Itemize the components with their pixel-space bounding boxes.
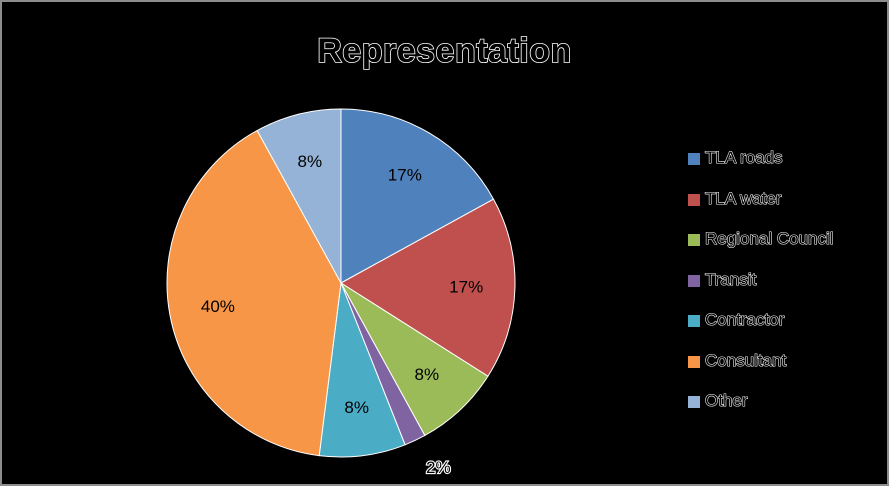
data-label-transit: 2%: [426, 458, 451, 477]
legend-swatch-regional-council: [688, 234, 700, 246]
data-label-other: 8%: [298, 152, 323, 171]
legend-label-consultant: Consultant: [704, 350, 787, 370]
data-label-tla-roads: 17%: [388, 166, 422, 185]
legend-swatch-contractor: [688, 315, 700, 327]
pie-slice-tla-roads: [340, 108, 495, 284]
legend-item-regional-council: Regional Council: [688, 228, 834, 270]
data-label-consultant: 40%: [201, 297, 235, 316]
data-label-tla-water: 17%: [449, 277, 483, 296]
legend-label-tla-roads: TLA roads: [704, 147, 783, 167]
legend-swatch-consultant: [688, 355, 700, 368]
legend-label-other: Other: [704, 390, 748, 410]
legend-item-contractor: Contractor: [688, 309, 834, 351]
pie-slice-tla-water: [340, 198, 516, 377]
pie-slice-other: [256, 108, 342, 284]
legend-swatch-other: [688, 396, 700, 408]
data-label-contractor: 8%: [344, 398, 369, 417]
legend-item-tla-roads: TLA roads: [688, 147, 834, 189]
legend-label-contractor: Contractor: [704, 309, 785, 329]
legend-label-regional-council: Regional Council: [704, 228, 834, 248]
legend-item-other: Other: [688, 390, 834, 432]
legend-swatch-tla-roads: [688, 153, 700, 165]
legend-swatch-tla-water: [688, 193, 700, 206]
legend-label-tla-water: TLA water: [704, 188, 782, 208]
chart-title: Representation: [316, 31, 572, 71]
legend-item-transit: Transit: [688, 269, 834, 311]
legend: TLA roads TLA water Regional Council Tra…: [688, 147, 834, 432]
legend-item-consultant: Consultant: [688, 350, 834, 392]
legend-item-tla-water: TLA water: [688, 188, 834, 230]
legend-swatch-transit: [688, 274, 700, 287]
legend-label-transit: Transit: [704, 269, 757, 289]
data-label-regional-council: 8%: [415, 365, 440, 384]
pie-slice-consultant: [166, 129, 342, 457]
